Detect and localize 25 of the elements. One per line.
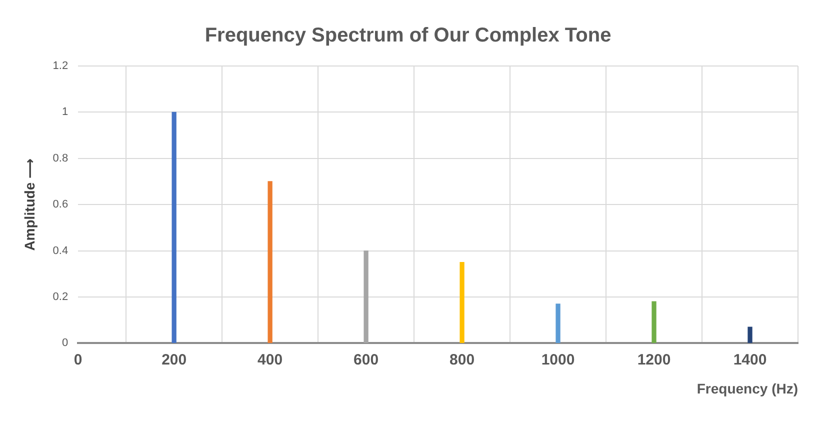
x-tick-label: 1200	[637, 351, 671, 368]
bar	[556, 304, 560, 344]
y-tick-label: 0	[62, 337, 68, 350]
x-tick-label: 1400	[733, 351, 767, 368]
x-tick-label: 400	[258, 351, 283, 368]
y-axis-title: Amplitude ⟶	[21, 158, 38, 251]
y-tick-label: 0.6	[52, 198, 68, 211]
x-tick-label: 200	[162, 351, 187, 368]
bar	[364, 250, 368, 344]
x-axis-title: Frequency (Hz)	[696, 380, 798, 396]
y-tick-label: 0.2	[52, 291, 68, 304]
bar	[268, 181, 272, 344]
y-tick-label: 0.4	[52, 244, 68, 257]
bar	[652, 301, 656, 344]
y-tick-label: 1	[62, 106, 68, 118]
chart-title: Frequency Spectrum of Our Complex Tone	[204, 24, 612, 47]
bar	[748, 326, 752, 344]
x-tick-label: 800	[450, 351, 475, 368]
y-tick-label: 0.8	[52, 152, 68, 164]
x-tick-label: 1000	[541, 351, 575, 368]
bar	[460, 262, 464, 344]
bar	[172, 112, 176, 344]
y-tick-label: 1.2	[52, 60, 68, 72]
x-tick-label: 0	[74, 351, 82, 368]
x-tick-label: 600	[354, 351, 379, 368]
